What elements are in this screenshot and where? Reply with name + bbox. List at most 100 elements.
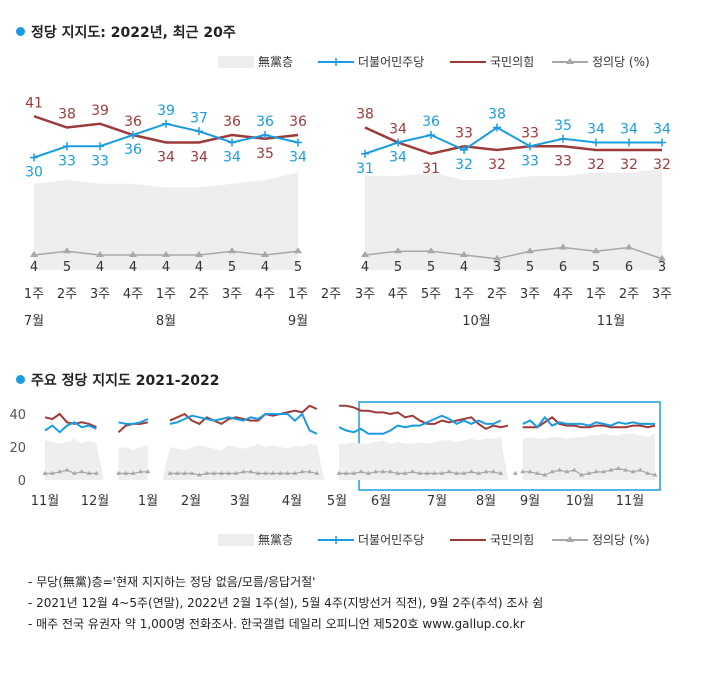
data-label-justice: 4 — [261, 260, 269, 275]
data-point — [343, 470, 349, 475]
data-point — [93, 470, 99, 475]
data-point — [498, 470, 504, 475]
area-nondaang — [522, 433, 655, 480]
x-tick-week: 4주 — [255, 287, 275, 302]
series-line-democratic — [169, 412, 318, 435]
data-point — [592, 247, 600, 254]
data-point — [358, 469, 364, 474]
data-label-ppp: 32 — [488, 157, 506, 173]
legend-marker-triangle — [566, 536, 574, 542]
data-point — [395, 470, 401, 475]
chart1-title: 정당 지지도: 2022년, 최근 20주 — [16, 22, 236, 42]
data-point — [79, 469, 85, 474]
data-point — [336, 470, 342, 475]
x-tick-week: 4주 — [123, 287, 143, 302]
data-label-justice: 4 — [361, 260, 369, 275]
data-label-democratic: 34 — [620, 122, 638, 138]
data-point — [527, 469, 533, 474]
data-point — [63, 247, 71, 254]
data-label-ppp: 34 — [157, 150, 175, 166]
data-point — [261, 131, 269, 139]
data-point — [145, 469, 151, 474]
data-point — [559, 243, 567, 250]
series-line-ppp — [522, 416, 656, 429]
x-tick-week: 3주 — [222, 287, 242, 302]
data-label-ppp: 36 — [289, 114, 307, 130]
data-label-ppp: 34 — [190, 150, 208, 166]
data-point — [263, 470, 268, 475]
data-point — [410, 469, 415, 474]
data-label-justice: 3 — [493, 260, 501, 275]
data-label-ppp: 32 — [587, 157, 605, 173]
data-label-justice: 6 — [625, 260, 633, 275]
data-point — [493, 123, 501, 132]
data-point — [557, 467, 562, 472]
data-point — [490, 469, 496, 474]
data-point — [299, 469, 305, 474]
x-tick-month: 9월 — [520, 494, 540, 509]
data-label-democratic: 36 — [256, 114, 274, 130]
data-point — [454, 470, 460, 475]
data-point — [601, 469, 607, 474]
series-line-democratic — [522, 415, 655, 429]
data-point — [571, 467, 577, 472]
footnote: - 무당(無黨)층='현재 지지하는 정당 없음/모름/응답거절' — [28, 575, 316, 589]
area-nondaang — [34, 172, 298, 270]
data-point — [294, 138, 302, 147]
x-tick-month: 9월 — [288, 314, 308, 329]
data-point — [64, 467, 70, 472]
data-point — [255, 470, 261, 475]
x-tick-month: 3월 — [230, 494, 250, 509]
data-point — [625, 243, 633, 250]
data-point — [211, 470, 217, 475]
data-point — [427, 247, 435, 254]
data-point — [365, 470, 371, 475]
data-point — [658, 138, 666, 147]
x-tick-week: 3주 — [652, 287, 672, 302]
data-label-justice: 5 — [526, 260, 534, 275]
data-label-democratic: 32 — [455, 157, 473, 173]
x-tick-week: 2주 — [487, 287, 507, 302]
legend-marker-triangle — [566, 58, 574, 64]
x-tick-week: 4주 — [388, 287, 408, 302]
data-point — [285, 470, 290, 475]
data-point — [526, 247, 534, 254]
data-point — [652, 472, 658, 477]
data-label-democratic: 33 — [58, 153, 76, 169]
data-point — [542, 472, 548, 477]
data-point — [468, 469, 474, 474]
data-label-democratic: 31 — [356, 161, 374, 177]
legend-swatch-nondaang — [218, 56, 254, 68]
data-point — [96, 251, 104, 257]
footnotes: - 무당(無黨)층='현재 지지하는 정당 없음/모름/응답거절' - 2021… — [28, 572, 543, 635]
data-point — [658, 254, 666, 261]
data-label-ppp: 36 — [124, 114, 142, 130]
x-tick-week: 3주 — [90, 287, 110, 302]
series-line-ppp — [339, 404, 509, 431]
x-tick-week: 1주 — [586, 287, 606, 302]
data-label-democratic: 34 — [653, 122, 671, 138]
data-point — [526, 142, 534, 151]
data-label-democratic: 35 — [554, 118, 572, 134]
data-point — [294, 247, 302, 254]
data-point — [460, 146, 468, 154]
data-label-justice: 4 — [195, 260, 203, 275]
data-point — [593, 469, 599, 474]
data-point — [116, 470, 121, 475]
footnote: - 매주 전국 유권자 약 1,000명 전화조사. 한국갤럽 데일리 오피니언… — [28, 617, 525, 631]
data-point — [30, 153, 38, 162]
x-tick-month: 11월 — [31, 494, 60, 509]
x-tick-week: 1주 — [454, 287, 474, 302]
data-point — [261, 251, 269, 257]
data-point — [167, 470, 173, 475]
data-point — [129, 131, 137, 139]
data-point — [49, 470, 55, 475]
data-point — [608, 467, 614, 472]
data-point — [476, 470, 482, 475]
data-point — [493, 254, 501, 261]
data-label-justice: 5 — [63, 260, 71, 275]
data-label-democratic: 34 — [389, 150, 407, 166]
legend-swatch-nondaang — [218, 534, 254, 546]
data-point — [387, 469, 393, 474]
area-nondaang — [338, 437, 509, 480]
